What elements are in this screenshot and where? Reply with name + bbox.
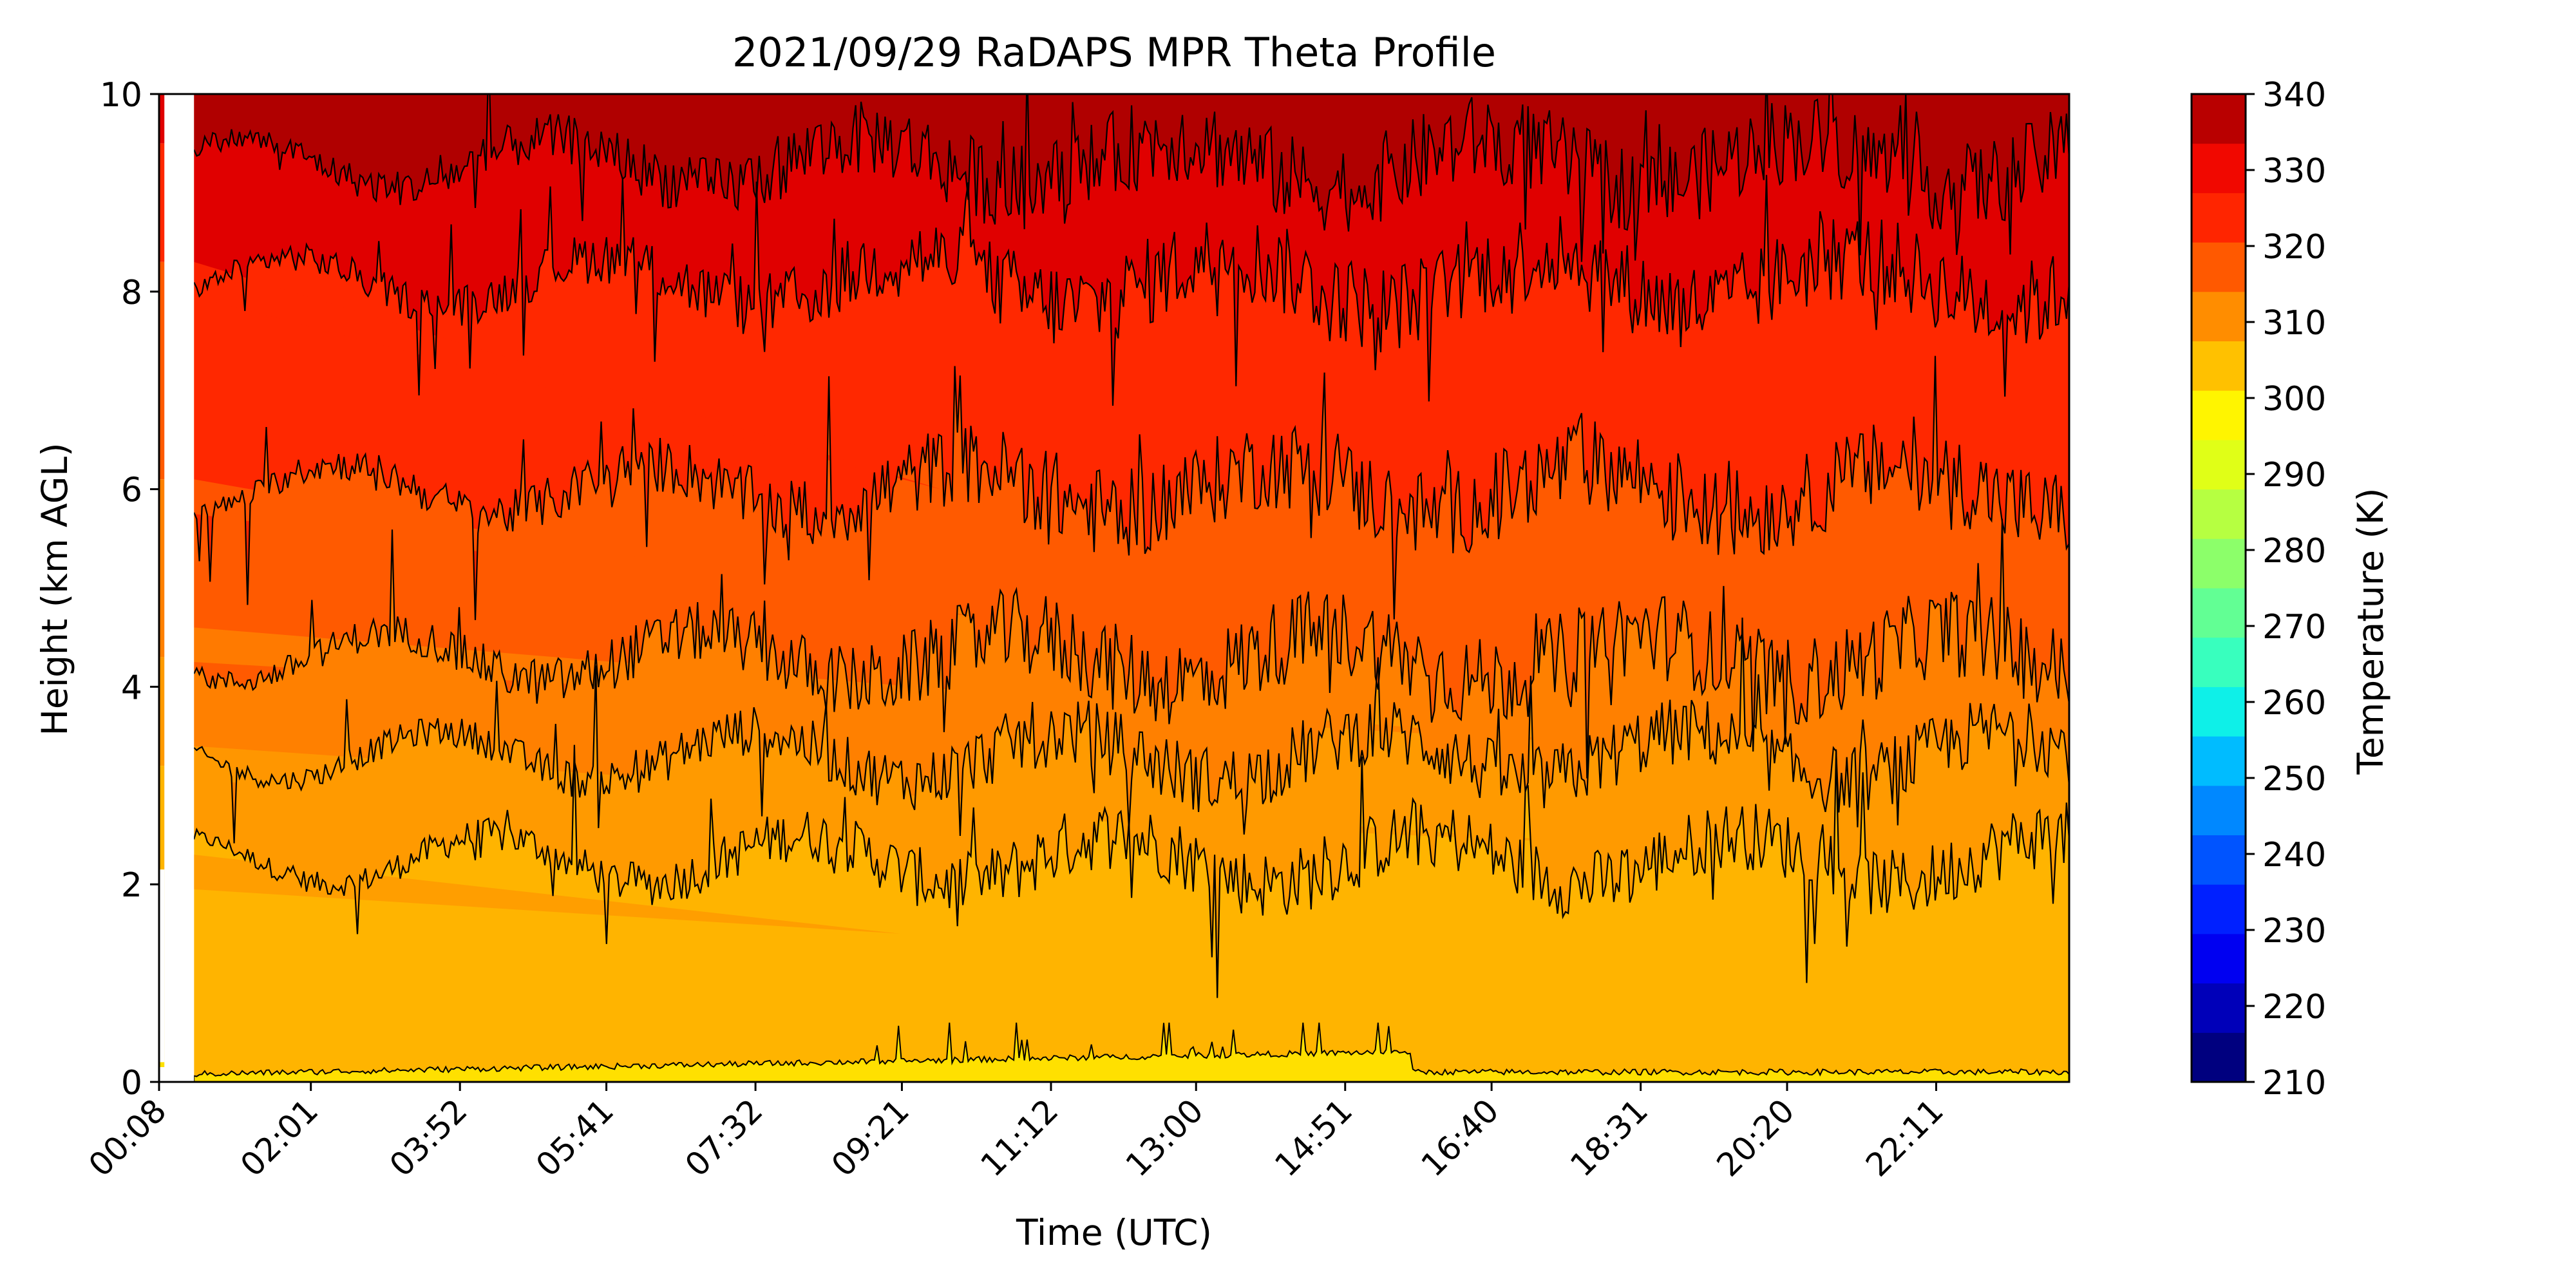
data-gap [164, 94, 194, 1082]
colorbar-tick-label: 280 [2262, 532, 2326, 571]
colorbar-segment [2192, 193, 2246, 243]
colorbar-segment [2192, 884, 2246, 934]
y-axis-label: Height (km AGL) [34, 442, 75, 735]
colorbar-segment [2192, 983, 2246, 1033]
y-tick-label: 8 [121, 274, 142, 312]
interpolation-wedge [194, 855, 901, 934]
pre-gap-band [159, 143, 165, 262]
pre-gap-missing [159, 869, 165, 1063]
colorbar-segment [2192, 933, 2246, 984]
colorbar-segment [2192, 1032, 2246, 1083]
colorbar-tick-label: 220 [2262, 988, 2326, 1027]
colorbar-segment [2192, 242, 2246, 292]
interpolation-wedge [194, 479, 981, 618]
colorbar-segment [2192, 835, 2246, 885]
colorbar-segment [2192, 687, 2246, 737]
y-tick-label: 2 [121, 866, 142, 905]
colorbar-tick-label: 260 [2262, 684, 2326, 723]
colorbar-segment [2192, 291, 2246, 341]
colorbar-tick-label: 210 [2262, 1064, 2326, 1103]
colorbar-tick-label: 310 [2262, 304, 2326, 343]
chart-title: 2021/09/29 RaDAPS MPR Theta Profile [732, 29, 1496, 76]
y-tick-label: 0 [121, 1064, 142, 1103]
colorbar-label: Temperature (K) [2350, 488, 2391, 775]
pre-gap-band [159, 261, 165, 480]
colorbar-segment [2192, 341, 2246, 391]
pre-gap-band [159, 94, 165, 144]
band-295 [193, 1022, 2069, 1082]
colorbar-tick-label: 250 [2262, 760, 2326, 799]
colorbar-tick-label: 300 [2262, 380, 2326, 419]
pre-gap-band [159, 766, 165, 870]
y-tick-label: 10 [100, 76, 142, 115]
colorbar-tick-label: 240 [2262, 836, 2326, 875]
pre-gap-band [159, 479, 165, 658]
colorbar-tick-label: 330 [2262, 152, 2326, 191]
colorbar-segment [2192, 94, 2246, 144]
colorbar-segment [2192, 637, 2246, 687]
colorbar-frame [2190, 93, 2247, 1083]
pre-gap-band [159, 657, 165, 766]
interpolation-wedge [194, 746, 1626, 845]
colorbar-segment [2192, 390, 2246, 440]
colorbar-tick-label: 270 [2262, 608, 2326, 647]
colorbar-segment [2192, 588, 2246, 638]
colorbar-tick-label: 230 [2262, 912, 2326, 951]
contour-320 [193, 355, 2069, 620]
colorbar: 210 220 230 240 250 260 270 280 290 300 310 320 330 3… [2190, 76, 2326, 1103]
interpolation-wedge [194, 261, 941, 489]
y-tick-label: 4 [121, 668, 142, 707]
contour-325 [193, 175, 2069, 406]
colorbar-tick-label: 340 [2262, 76, 2326, 115]
colorbar-segment [2192, 538, 2246, 589]
contour-305 [193, 744, 2069, 998]
band-330 [194, 94, 2069, 262]
plot-frame [158, 93, 2070, 1083]
colorbar-tick-label: 290 [2262, 456, 2326, 495]
colorbar-tick-label: 320 [2262, 228, 2326, 267]
colorbar-segment [2192, 143, 2246, 193]
interpolation-wedge [194, 627, 1640, 746]
colorbar-segment [2192, 439, 2246, 490]
contour-plot-area [159, 94, 2069, 1082]
contour-330 [193, 94, 2069, 262]
y-tick-label: 6 [121, 471, 142, 510]
colorbar-segment [2192, 785, 2246, 835]
contour-315 [193, 518, 2069, 779]
x-axis-label: Time (UTC) [1016, 1212, 1212, 1253]
colorbar-segment [2192, 736, 2246, 786]
contour-310 [193, 617, 2069, 844]
colorbar-segment [2192, 489, 2246, 539]
